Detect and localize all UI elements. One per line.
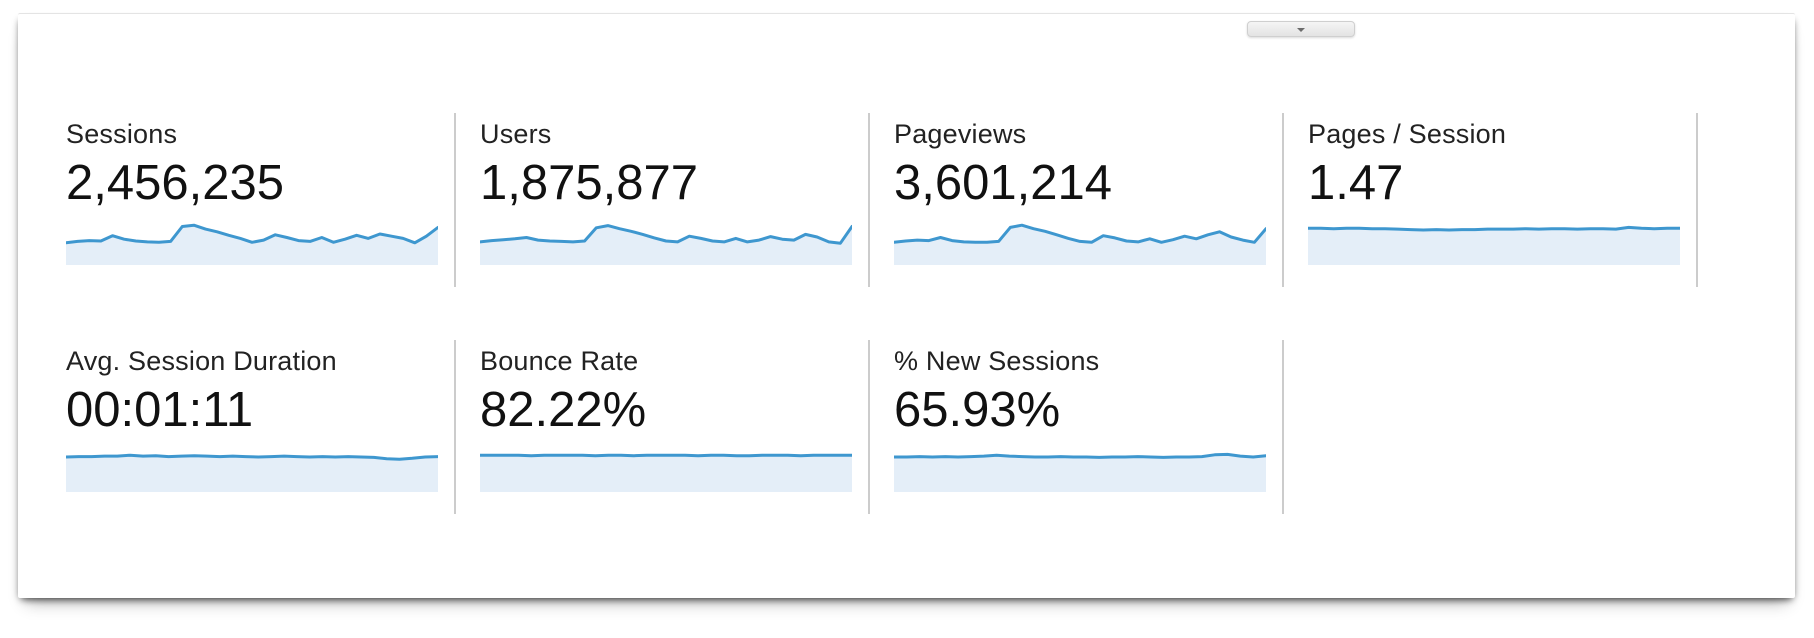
metrics-row-2: Avg. Session Duration 00:01:11 Bounce Ra… <box>42 340 1795 514</box>
metric-card-avg-session-duration[interactable]: Avg. Session Duration 00:01:11 <box>42 340 456 514</box>
metric-card-pages-per-session[interactable]: Pages / Session 1.47 <box>1284 113 1698 287</box>
sparkline-chart <box>894 452 1266 492</box>
metric-label: Pages / Session <box>1308 119 1507 149</box>
metric-label: Bounce Rate <box>480 346 639 376</box>
metric-label: Users <box>480 119 552 149</box>
sparkline-chart <box>480 453 852 492</box>
dashboard-panel: Sessions 2,456,235 Users 1,875,877 Pagev… <box>18 13 1795 598</box>
metric-card-percent-new-sessions[interactable]: % New Sessions 65.93% <box>870 340 1284 514</box>
metrics-grid: Sessions 2,456,235 Users 1,875,877 Pagev… <box>18 14 1795 514</box>
metric-label: % New Sessions <box>894 346 1100 376</box>
metrics-row-1: Sessions 2,456,235 Users 1,875,877 Pagev… <box>42 113 1795 287</box>
metric-value: 82.22% <box>480 383 647 437</box>
metric-value: 00:01:11 <box>66 383 254 437</box>
sparkline-chart <box>894 223 1266 265</box>
metric-value: 1,875,877 <box>480 156 698 210</box>
collapse-panel-button[interactable] <box>1247 21 1355 37</box>
sparkline-chart <box>1308 225 1680 265</box>
metric-value: 3,601,214 <box>894 156 1112 210</box>
metric-label: Pageviews <box>894 119 1027 149</box>
metric-value: 65.93% <box>894 383 1061 437</box>
metric-card-users[interactable]: Users 1,875,877 <box>456 113 870 287</box>
sparkline-chart <box>480 224 852 265</box>
chevron-down-icon <box>1297 27 1305 32</box>
sparkline-chart <box>66 453 438 492</box>
metric-value: 2,456,235 <box>66 156 284 210</box>
metric-label: Sessions <box>66 119 178 149</box>
metric-value: 1.47 <box>1308 156 1404 210</box>
sparkline-chart <box>66 223 438 265</box>
metric-card-pageviews[interactable]: Pageviews 3,601,214 <box>870 113 1284 287</box>
metric-card-bounce-rate[interactable]: Bounce Rate 82.22% <box>456 340 870 514</box>
metric-card-sessions[interactable]: Sessions 2,456,235 <box>42 113 456 287</box>
metric-label: Avg. Session Duration <box>66 346 337 376</box>
